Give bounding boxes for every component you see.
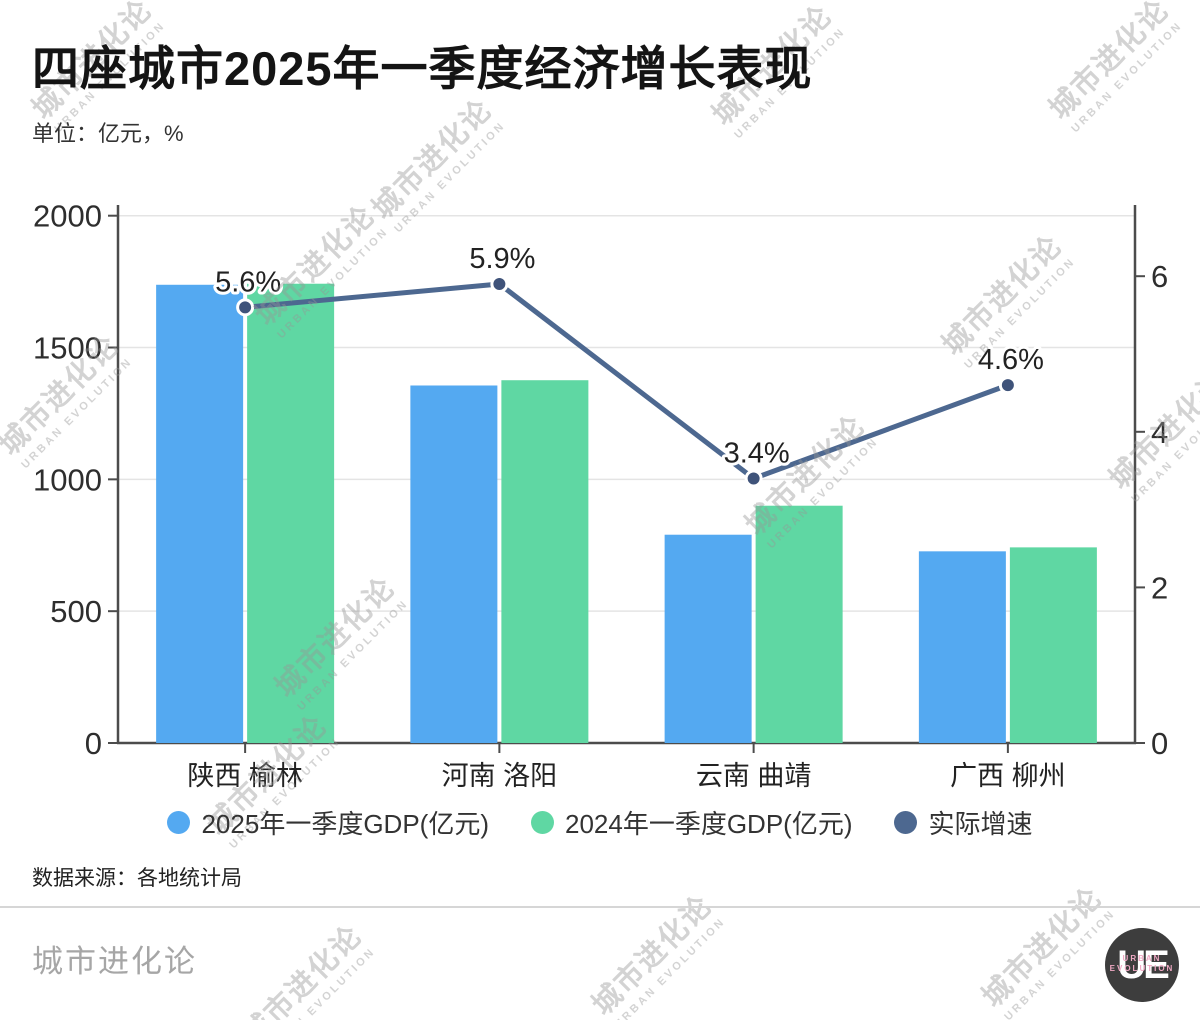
growth-line [242, 281, 1011, 481]
legend-dot-2024 [530, 811, 554, 834]
category-label-0: 陕西 榆林 [187, 761, 303, 791]
right-axis-label: 0 [1151, 726, 1168, 761]
bar-2025-0 [156, 284, 244, 743]
category-label-3: 广西 柳州 [950, 761, 1066, 791]
legend-item-gdp-2024: 2024年一季度GDP(亿元) [530, 804, 853, 841]
category-label-2: 云南 曲靖 [696, 761, 812, 791]
legend-label-2025: 2025年一季度GDP(亿元) [201, 809, 489, 839]
legend-label-2024: 2024年一季度GDP(亿元) [564, 809, 853, 839]
growth-point-label-2: 3.4% [724, 437, 790, 469]
right-axis-label: 2 [1151, 570, 1168, 605]
bar-2024-1 [501, 380, 589, 743]
logo-subtext-line2: EVOLUTION [1109, 964, 1175, 973]
legend-item-growth-rate: 实际增速 [894, 804, 1033, 841]
left-axis-label: 2000 [33, 199, 102, 234]
legend-dot-growth [894, 811, 918, 834]
left-axis-label: 1500 [33, 331, 102, 366]
bar-2025-2 [664, 534, 752, 743]
brand-logo: UE URBAN EVOLUTION [1105, 928, 1179, 1002]
brand-name: 城市进化论 [32, 944, 197, 979]
page-title: 四座城市2025年一季度经济增长表现 [32, 42, 813, 95]
right-axis-label: 4 [1151, 415, 1168, 450]
left-axis-label: 0 [85, 726, 102, 761]
bar-2025-1 [410, 385, 498, 743]
logo-subtext-line1: URBAN [1122, 954, 1162, 963]
left-axis-label: 1000 [33, 462, 102, 497]
growth-point-label-3: 4.6% [978, 344, 1044, 376]
bar-2024-0 [247, 283, 335, 743]
bar-2025-3 [918, 551, 1006, 743]
logo-ue-text: UE [1117, 943, 1170, 987]
category-label-1: 河南 洛阳 [442, 761, 558, 791]
growth-point-1 [490, 274, 509, 293]
chart-legend: 2025年一季度GDP(亿元) 2024年一季度GDP(亿元) 实际增速 [0, 804, 1200, 841]
divider-line [0, 906, 1200, 908]
legend-item-gdp-2025: 2025年一季度GDP(亿元) [167, 804, 489, 841]
legend-dot-2025 [167, 811, 191, 834]
legend-label-growth: 实际增速 [928, 809, 1033, 839]
growth-point-0 [236, 298, 255, 317]
bar-2024-2 [755, 505, 843, 743]
right-axis-label: 6 [1151, 259, 1168, 294]
unit-label: 单位：亿元，% [32, 121, 184, 146]
bar-2024-3 [1009, 547, 1097, 743]
growth-point-2 [744, 469, 763, 488]
growth-point-label-1: 5.9% [469, 243, 535, 275]
logo-subtext: URBAN EVOLUTION [1105, 954, 1179, 974]
left-axis-label: 500 [50, 594, 102, 629]
growth-point-label-0: 5.6% [215, 266, 281, 298]
source-note: 数据来源：各地统计局 [32, 867, 242, 890]
growth-point-3 [998, 376, 1017, 395]
